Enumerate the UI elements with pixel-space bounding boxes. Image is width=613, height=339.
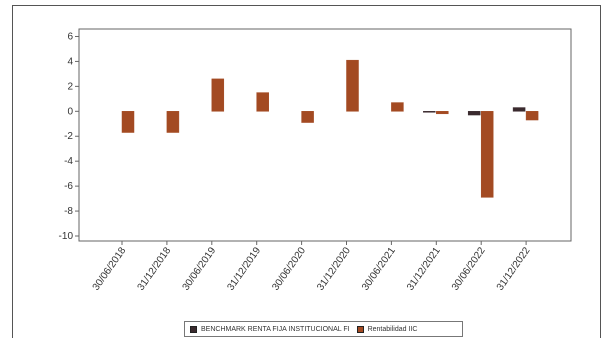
y-tick-label: 2 [67, 81, 73, 92]
y-tick-label: -8 [64, 206, 73, 217]
chart-frame: 6 4 2 0 -2 -4 -6 -8 -10 30/06/2018 31/12/2018 30/06… [12, 5, 601, 338]
legend-item-benchmark: BENCHMARK RENTA FIJA INSTITUCIONAL FI [185, 325, 350, 333]
bar-rentabilidad [121, 111, 135, 133]
bar-rentabilidad [256, 92, 269, 112]
legend-label-benchmark: BENCHMARK RENTA FIJA INSTITUCIONAL FI [201, 325, 350, 333]
legend-swatch-benchmark [190, 325, 197, 333]
x-tick-label: 30/06/2019 [181, 245, 219, 293]
x-tick-label: 30/06/2022 [450, 245, 488, 293]
x-tick-label: 31/12/2022 [495, 245, 533, 293]
y-tick-label: -10 [59, 231, 74, 242]
legend: BENCHMARK RENTA FIJA INSTITUCIONAL FI Re… [184, 321, 463, 337]
bar-rentabilidad [525, 111, 539, 121]
bar-rentabilidad [391, 102, 404, 112]
y-tick-label: 6 [67, 31, 73, 42]
bar-rentabilidad [480, 111, 494, 198]
plot-area [78, 28, 572, 242]
legend-item-rentabilidad: Rentabilidad IIC [350, 325, 418, 333]
x-tick-label: 31/12/2020 [315, 245, 353, 293]
x-tick-label: 30/06/2020 [270, 245, 308, 293]
x-tick-label: 30/06/2021 [360, 245, 398, 293]
bar-rentabilidad [301, 111, 314, 123]
bar-benchmark [512, 107, 526, 112]
bar-benchmark [423, 111, 436, 113]
bar-rentabilidad [211, 78, 225, 112]
x-tick-label: 31/12/2018 [136, 245, 174, 293]
legend-label-rentabilidad: Rentabilidad IIC [367, 325, 418, 333]
y-tick-label: -4 [64, 156, 73, 167]
x-tick-label: 31/12/2019 [225, 245, 263, 293]
bar-rentabilidad [346, 59, 359, 112]
x-tick-label: 30/06/2018 [91, 245, 129, 293]
bar-rentabilidad [166, 111, 180, 133]
bar-rentabilidad [436, 111, 449, 115]
y-tick-label: 0 [67, 106, 73, 117]
bar-benchmark [467, 111, 481, 116]
y-tick-label: -6 [64, 181, 73, 192]
x-tick-label: 31/12/2021 [405, 245, 443, 293]
y-tick-label: 4 [67, 56, 73, 67]
legend-swatch-rentabilidad [356, 325, 364, 333]
y-tick-label: -2 [64, 131, 73, 142]
